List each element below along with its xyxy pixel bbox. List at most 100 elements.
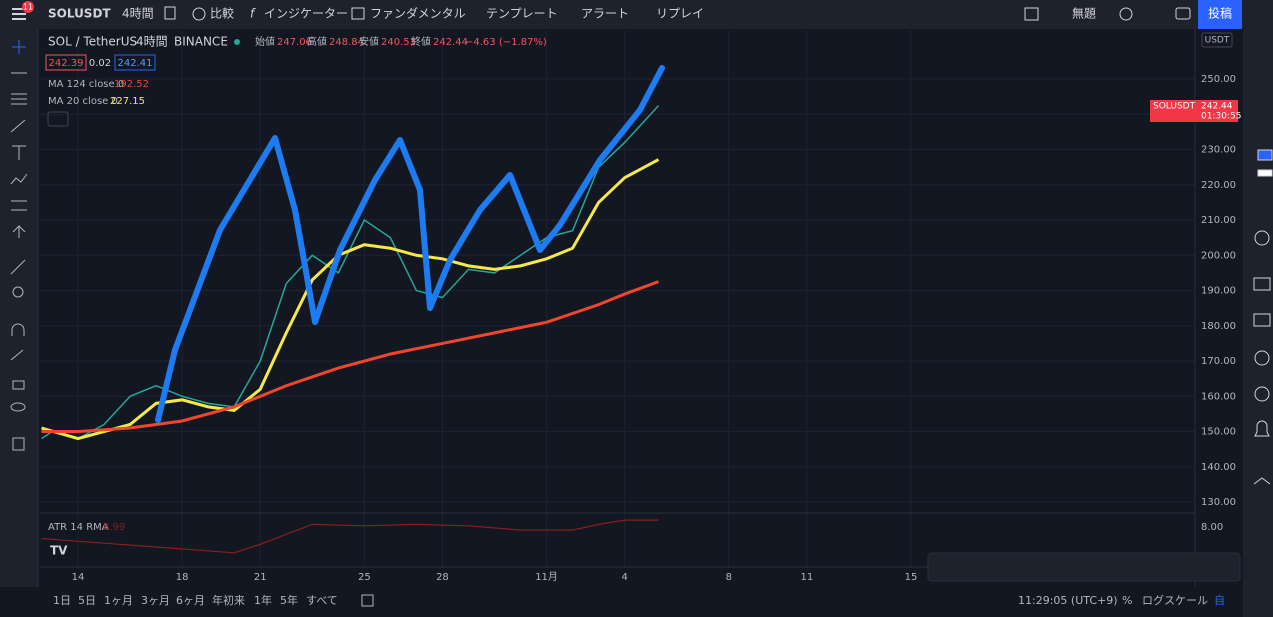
ma124-value: 192.52 xyxy=(114,79,149,90)
hand-drawn-annotation xyxy=(155,65,665,423)
drawing-tools[interactable] xyxy=(10,40,28,451)
currency-box[interactable] xyxy=(1201,32,1233,48)
lock-tool[interactable] xyxy=(12,380,25,390)
magnet-tool[interactable] xyxy=(11,323,25,336)
price-tag-symbol: SOLUSDT xyxy=(1153,102,1196,112)
y-tick-label: 190.00 xyxy=(1201,286,1236,297)
y-tick-label: 230.00 xyxy=(1201,145,1236,156)
replay-button[interactable]: リプレイ xyxy=(656,7,704,21)
bell-icon[interactable] xyxy=(1254,420,1270,437)
templates-button[interactable]: テンプレート xyxy=(486,7,558,21)
alert-button[interactable]: アラート xyxy=(581,7,629,21)
price-tag xyxy=(1150,100,1238,122)
range-button[interactable]: 5日 xyxy=(78,594,96,607)
layout-icon[interactable] xyxy=(1024,7,1039,21)
bottom-bar xyxy=(0,587,1243,617)
compare-icon xyxy=(192,7,206,21)
date-range-icon[interactable] xyxy=(361,594,374,607)
fundamentals-button[interactable]: ファンダメンタル xyxy=(370,6,466,21)
ohlc-label: 安値 xyxy=(359,35,379,48)
y-tick-label: 200.00 xyxy=(1201,250,1236,261)
menu-icon[interactable] xyxy=(12,8,26,10)
idea-icon[interactable] xyxy=(1254,350,1270,366)
right-icons[interactable] xyxy=(1253,149,1273,485)
zoom-tool[interactable] xyxy=(12,286,24,298)
y-tick-label: 160.00 xyxy=(1201,391,1236,402)
percent-toggle[interactable]: % xyxy=(1122,594,1132,607)
y-tick-label: 170.00 xyxy=(1201,356,1236,367)
range-button[interactable]: 5年 xyxy=(280,593,298,607)
x-tick-label: 15 xyxy=(905,572,918,583)
snapshot-icon[interactable] xyxy=(1175,7,1191,20)
color-swatch[interactable] xyxy=(1257,149,1273,161)
x-tick-label: 8 xyxy=(726,572,732,583)
stay-draw-tool[interactable] xyxy=(10,349,24,361)
floating-toolbar[interactable] xyxy=(927,552,1241,582)
y-tick-label: 130.00 xyxy=(1201,497,1236,508)
range-button[interactable]: 3ヶ月 xyxy=(141,594,170,607)
legend-exchange: BINANCE xyxy=(174,35,228,49)
series-line xyxy=(41,105,660,440)
bid: 242.39 xyxy=(49,58,84,69)
range-buttons: 1日 5日 1ヶ月 3ヶ月 6ヶ月 年初来 1年 5年 すべて xyxy=(53,593,338,607)
y-tick-label: 220.00 xyxy=(1201,180,1236,191)
bid-box xyxy=(45,54,87,71)
collapse-icon[interactable] xyxy=(1253,477,1271,485)
chat-icon[interactable] xyxy=(1253,277,1271,291)
publish-button-bg[interactable] xyxy=(1198,0,1242,29)
y-tick-label: 250.00 xyxy=(1201,74,1236,85)
ohlc-value: 247.06 xyxy=(277,37,312,48)
publish-button[interactable]: 投稿 xyxy=(1208,6,1232,21)
auto-toggle[interactable]: 自 xyxy=(1214,594,1225,607)
ask: 242.41 xyxy=(118,58,153,69)
fundamentals-icon xyxy=(351,7,365,20)
forecast-tool[interactable] xyxy=(11,200,27,211)
stream-icon[interactable] xyxy=(1254,386,1270,402)
y-tick-label: 210.00 xyxy=(1201,215,1236,226)
ideas-icon[interactable] xyxy=(1254,230,1270,246)
range-button[interactable]: 1年 xyxy=(254,593,272,607)
badge-count: 11 xyxy=(23,3,33,12)
range-button[interactable]: すべて xyxy=(306,594,338,607)
market-status xyxy=(234,39,240,45)
menu-icon xyxy=(12,18,26,20)
ruler-tool[interactable] xyxy=(10,259,26,275)
x-tick-label: 11月 xyxy=(535,571,558,583)
x-tick-label: 4 xyxy=(621,572,627,583)
ma20-label: MA 20 close 0 xyxy=(48,96,118,107)
chart-type-icon[interactable] xyxy=(164,6,176,20)
crosshair-tool[interactable] xyxy=(12,40,26,54)
atr-value: 8.99 xyxy=(103,522,125,533)
x-tick-label: 11 xyxy=(801,572,814,583)
collapse-legend[interactable] xyxy=(47,111,69,127)
interval-button[interactable]: 4時間 xyxy=(122,7,154,21)
y2-tick-label: 8.00 xyxy=(1201,522,1223,533)
arrow-tool[interactable] xyxy=(12,225,26,238)
chat-icon[interactable] xyxy=(1253,313,1271,327)
color-swatch[interactable] xyxy=(1257,169,1273,177)
range-button[interactable]: 1ヶ月 xyxy=(104,594,133,607)
badge xyxy=(22,1,34,13)
log-toggle[interactable]: ログスケール xyxy=(1142,593,1208,607)
range-button[interactable]: 6ヶ月 xyxy=(176,594,205,607)
layout-name[interactable]: 無題 xyxy=(1072,6,1096,21)
y-tick-label: 140.00 xyxy=(1201,462,1236,473)
hide-tool[interactable] xyxy=(10,402,26,412)
x-tick-label: 28 xyxy=(436,572,449,583)
ohlc-label: 終値 xyxy=(411,35,431,48)
range-button[interactable]: 年初来 xyxy=(212,593,245,607)
ohlc-value: 248.84 xyxy=(329,37,364,48)
settings-icon[interactable] xyxy=(1119,7,1133,21)
brush-tool[interactable] xyxy=(10,119,26,133)
symbol-button[interactable]: SOLUSDT xyxy=(48,7,111,21)
range-button[interactable]: 1日 xyxy=(53,594,71,607)
y-tick-label: 150.00 xyxy=(1201,427,1236,438)
trash-tool[interactable] xyxy=(12,437,25,451)
pattern-tool[interactable] xyxy=(10,173,28,185)
compare-button[interactable]: 比較 xyxy=(210,6,234,21)
indicators-button[interactable]: インジケーター xyxy=(264,7,348,21)
fib-tool[interactable] xyxy=(11,93,27,105)
series-line xyxy=(41,158,660,441)
text-tool[interactable] xyxy=(12,145,26,160)
